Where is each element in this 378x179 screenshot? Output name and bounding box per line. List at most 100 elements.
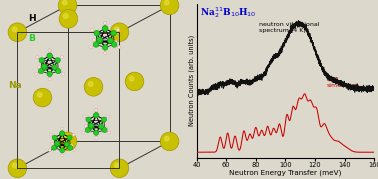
Circle shape <box>47 53 52 59</box>
Circle shape <box>55 141 60 146</box>
Text: H: H <box>28 14 36 23</box>
Circle shape <box>68 145 73 150</box>
Circle shape <box>116 28 119 32</box>
Circle shape <box>93 42 99 47</box>
Circle shape <box>112 42 117 47</box>
Circle shape <box>52 145 57 150</box>
Circle shape <box>55 142 60 147</box>
X-axis label: Neutron Energy Transfer (meV): Neutron Energy Transfer (meV) <box>229 169 342 176</box>
Circle shape <box>60 131 65 136</box>
Circle shape <box>8 159 27 178</box>
Circle shape <box>56 68 61 74</box>
Circle shape <box>94 113 99 118</box>
Circle shape <box>58 0 77 15</box>
Circle shape <box>73 149 76 152</box>
Circle shape <box>107 115 110 118</box>
Text: DFT
simulation: DFT simulation <box>326 78 359 88</box>
Circle shape <box>83 115 86 118</box>
Circle shape <box>94 30 99 36</box>
Circle shape <box>93 40 96 44</box>
Circle shape <box>111 30 116 36</box>
Circle shape <box>164 136 169 141</box>
Circle shape <box>110 23 129 42</box>
Circle shape <box>60 131 65 136</box>
Circle shape <box>12 27 17 32</box>
Circle shape <box>104 126 107 129</box>
Circle shape <box>62 0 67 5</box>
Circle shape <box>88 123 94 128</box>
Circle shape <box>85 127 90 133</box>
Circle shape <box>129 76 134 81</box>
Circle shape <box>49 133 52 136</box>
Circle shape <box>52 135 57 140</box>
Circle shape <box>42 64 47 69</box>
Circle shape <box>60 55 64 59</box>
Circle shape <box>160 0 179 15</box>
Circle shape <box>58 132 77 151</box>
Circle shape <box>110 159 129 178</box>
Circle shape <box>55 58 60 63</box>
Circle shape <box>61 154 64 157</box>
Text: Na$_2^{11}$B$_{10}$H$_{10}$: Na$_2^{11}$B$_{10}$H$_{10}$ <box>200 5 257 20</box>
Text: Na: Na <box>8 81 22 90</box>
Circle shape <box>164 0 169 5</box>
Circle shape <box>97 37 102 42</box>
Circle shape <box>94 109 98 112</box>
Circle shape <box>48 78 51 81</box>
Circle shape <box>88 82 93 86</box>
Circle shape <box>125 72 144 91</box>
Circle shape <box>107 38 113 43</box>
Circle shape <box>47 71 52 77</box>
Circle shape <box>8 23 27 42</box>
Circle shape <box>62 136 67 141</box>
Circle shape <box>84 78 103 96</box>
Circle shape <box>35 72 38 75</box>
Circle shape <box>90 46 93 49</box>
Circle shape <box>114 163 119 168</box>
Circle shape <box>102 26 108 31</box>
Circle shape <box>36 55 39 59</box>
Circle shape <box>102 45 108 50</box>
Circle shape <box>64 14 68 18</box>
Circle shape <box>94 113 99 118</box>
Circle shape <box>61 127 64 130</box>
Text: B: B <box>28 34 35 43</box>
Circle shape <box>160 132 179 151</box>
Circle shape <box>12 163 17 168</box>
Circle shape <box>118 46 121 49</box>
Circle shape <box>89 124 94 129</box>
Circle shape <box>48 149 51 152</box>
Circle shape <box>48 49 51 52</box>
Circle shape <box>104 21 107 25</box>
Circle shape <box>84 124 87 127</box>
Circle shape <box>59 9 78 28</box>
Circle shape <box>102 127 107 133</box>
Circle shape <box>37 65 40 68</box>
Circle shape <box>42 65 47 70</box>
Circle shape <box>102 26 108 31</box>
Circle shape <box>98 124 104 129</box>
Circle shape <box>60 148 65 153</box>
Circle shape <box>33 88 52 107</box>
Circle shape <box>82 131 85 134</box>
Circle shape <box>94 109 98 112</box>
Circle shape <box>37 92 42 97</box>
Circle shape <box>61 127 64 130</box>
Circle shape <box>47 53 52 59</box>
Circle shape <box>58 67 61 70</box>
Circle shape <box>97 38 103 43</box>
Circle shape <box>38 68 44 74</box>
Circle shape <box>114 27 119 32</box>
Circle shape <box>94 130 99 135</box>
Circle shape <box>114 40 117 44</box>
Circle shape <box>64 142 69 147</box>
Circle shape <box>67 135 72 140</box>
Circle shape <box>52 65 57 70</box>
Circle shape <box>51 142 54 145</box>
Circle shape <box>38 67 41 70</box>
Circle shape <box>61 72 65 75</box>
Circle shape <box>70 144 73 147</box>
Y-axis label: Neutron Counts (arb. units): Neutron Counts (arb. units) <box>189 35 195 126</box>
Circle shape <box>101 117 107 122</box>
Circle shape <box>48 49 51 52</box>
